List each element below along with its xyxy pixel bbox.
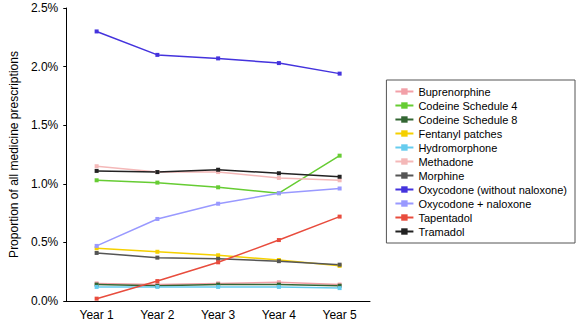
svg-text:Tramadol: Tramadol [418,226,464,238]
svg-text:Year 3: Year 3 [201,308,236,322]
svg-text:Methadone: Methadone [418,156,473,168]
svg-text:Oxycodone + naloxone: Oxycodone + naloxone [418,198,531,210]
svg-text:Morphine: Morphine [418,170,464,182]
svg-text:Oxycodone (without naloxone): Oxycodone (without naloxone) [418,184,567,196]
svg-text:Tapentadol: Tapentadol [418,212,472,224]
svg-text:2.0%: 2.0% [31,60,59,74]
svg-text:Codeine Schedule 8: Codeine Schedule 8 [418,114,517,126]
svg-text:Fentanyl patches: Fentanyl patches [418,128,502,140]
svg-text:0.0%: 0.0% [31,294,59,308]
svg-text:2.5%: 2.5% [31,1,59,15]
svg-text:Proportion of all medicine pre: Proportion of all medicine prescriptions [7,51,21,258]
svg-text:Hydromorphone: Hydromorphone [418,142,497,154]
svg-text:Year 2: Year 2 [140,308,175,322]
svg-text:Year 5: Year 5 [322,308,357,322]
svg-text:Buprenorphine: Buprenorphine [418,86,490,98]
svg-text:0.5%: 0.5% [31,235,59,249]
svg-text:1.5%: 1.5% [31,118,59,132]
svg-text:Codeine Schedule 4: Codeine Schedule 4 [418,100,517,112]
svg-text:1.0%: 1.0% [31,177,59,191]
svg-text:Year 4: Year 4 [262,308,297,322]
svg-text:Year 1: Year 1 [79,308,114,322]
